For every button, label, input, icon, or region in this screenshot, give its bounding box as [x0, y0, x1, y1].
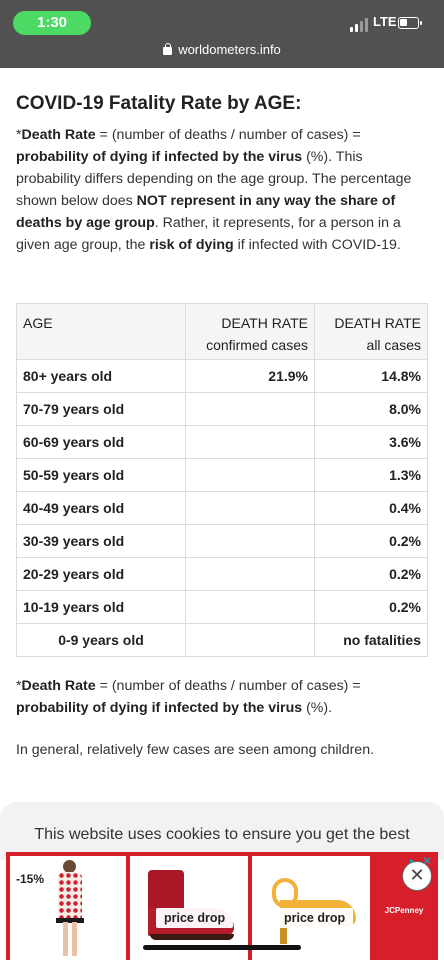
brand-logo: JCPenney — [384, 906, 424, 915]
confirmed-rate-cell — [185, 590, 315, 624]
death-rate-term: Death Rate — [21, 678, 96, 694]
table-row: 10-19 years old 0.2% — [16, 590, 428, 624]
age-cell: 0-9 years old — [16, 623, 186, 657]
table-row: 0-9 years old no fatalities — [16, 623, 428, 657]
fatality-rate-table: AGE DEATH RATE confirmed cases DEATH RATE… — [16, 303, 428, 657]
price-drop-tag: price drop — [276, 908, 354, 928]
table-header-row: AGE DEATH RATE confirmed cases DEATH RATE… — [16, 303, 428, 360]
url-text: worldometers.info — [178, 42, 281, 57]
footnote-paragraph: *Death Rate = (number of deaths / number… — [16, 678, 361, 716]
price-drop-tag: price drop — [156, 908, 234, 928]
discount-badge: -15% — [16, 872, 45, 886]
lock-icon — [163, 43, 173, 55]
table-row: 50-59 years old 1.3% — [16, 458, 428, 492]
age-cell: 40-49 years old — [16, 491, 186, 525]
ad-product-dress[interactable]: -15% — [10, 856, 126, 960]
all-rate-cell: 8.0% — [314, 392, 428, 426]
death-rate-term: Death Rate — [21, 127, 96, 143]
header-age: AGE — [16, 303, 186, 360]
ad-product-heel[interactable]: price drop — [252, 856, 370, 960]
home-indicator[interactable] — [143, 945, 301, 950]
table-row: 20-29 years old 0.2% — [16, 557, 428, 591]
all-rate-cell: 0.2% — [314, 557, 428, 591]
intro-paragraph: *Death Rate = (number of deaths / number… — [16, 127, 412, 253]
confirmed-rate-cell — [185, 425, 315, 459]
page-title: COVID-19 Fatality Rate by AGE: — [16, 93, 302, 114]
confirmed-rate-cell — [185, 392, 315, 426]
advertisement-banner[interactable]: -15% price drop price drop ✕ JCPenney — [6, 852, 438, 960]
closing-paragraph: In general, relatively few cases are see… — [16, 742, 375, 758]
confirmed-rate-cell — [185, 491, 315, 525]
address-bar[interactable]: worldometers.info — [0, 42, 444, 57]
all-rate-cell: 0.4% — [314, 491, 428, 525]
header-death-rate-confirmed: DEATH RATE confirmed cases — [185, 303, 315, 360]
table-row: 80+ years old 21.9% 14.8% — [16, 359, 428, 393]
all-rate-cell: 14.8% — [314, 359, 428, 393]
close-ad-button[interactable]: ✕ — [402, 861, 432, 891]
confirmed-rate-cell — [185, 623, 315, 657]
header-death-rate-all: DEATH RATE all cases — [314, 303, 428, 360]
age-cell: 20-29 years old — [16, 557, 186, 591]
all-rate-cell: 0.2% — [314, 524, 428, 558]
table-row: 70-79 years old 8.0% — [16, 392, 428, 426]
confirmed-rate-cell: 21.9% — [185, 359, 315, 393]
table-row: 60-69 years old 3.6% — [16, 425, 428, 459]
age-cell: 50-59 years old — [16, 458, 186, 492]
dress-image — [56, 860, 84, 956]
footnote-mark: * — [16, 678, 22, 694]
all-rate-cell: 1.3% — [314, 458, 428, 492]
confirmed-rate-cell — [185, 524, 315, 558]
confirmed-rate-cell — [185, 557, 315, 591]
confirmed-rate-cell — [185, 458, 315, 492]
age-cell: 10-19 years old — [16, 590, 186, 624]
signal-strength-icon — [350, 15, 370, 32]
cookie-banner — [0, 802, 444, 860]
age-cell: 60-69 years old — [16, 425, 186, 459]
age-cell: 70-79 years old — [16, 392, 186, 426]
footnote-mark: * — [16, 127, 22, 143]
table-row: 40-49 years old 0.4% — [16, 491, 428, 525]
all-rate-cell: no fatalities — [314, 623, 428, 657]
ad-product-boot[interactable]: price drop — [130, 856, 248, 960]
table-row: 30-39 years old 0.2% — [16, 524, 428, 558]
all-rate-cell: 0.2% — [314, 590, 428, 624]
network-type: LTE — [373, 14, 397, 29]
all-rate-cell: 3.6% — [314, 425, 428, 459]
status-time: 1:30 — [13, 11, 91, 35]
browser-top-bar: 1:30 LTE worldometers.info — [0, 0, 444, 68]
battery-icon — [398, 17, 422, 29]
age-cell: 30-39 years old — [16, 524, 186, 558]
age-cell: 80+ years old — [16, 359, 186, 393]
cookie-banner-text: This website uses cookies to ensure you … — [34, 826, 410, 843]
